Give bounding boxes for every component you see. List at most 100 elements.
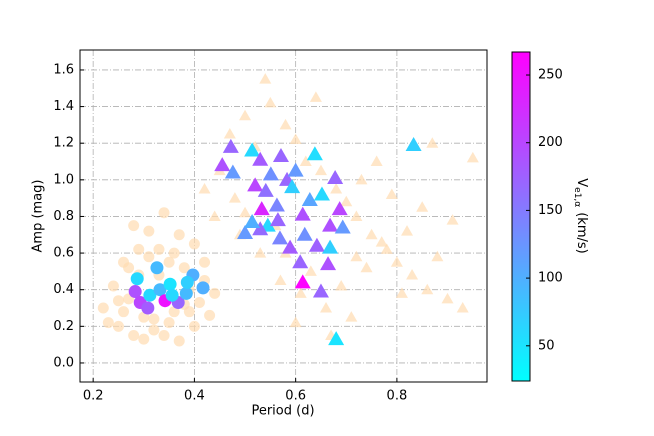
background-circle [123,262,135,274]
background-circle [148,313,160,325]
circle-point [128,285,142,299]
triangle-point [244,142,261,157]
background-triangle [320,302,333,313]
triangle-point [272,148,289,163]
background-circle [138,333,150,345]
triangle-point [262,166,279,181]
background-circle [133,243,145,255]
triangle-point [287,162,304,177]
background-triangle [228,192,241,203]
background-triangle [401,225,414,236]
background-triangle [289,316,302,328]
colorbar [511,51,531,382]
background-circle [188,320,200,332]
background-circle [143,225,155,237]
circle-point [179,286,193,300]
x-tick-label: 0.6 [285,389,306,404]
circle-point [163,277,177,291]
triangle-point [296,226,313,241]
y-tick-label: 1.6 [53,62,74,77]
background-triangle [314,164,327,176]
colorbar-label-unit: (km/s) [575,212,590,254]
triangle-point [334,219,351,234]
background-triangle [350,250,363,262]
background-circle [148,324,160,336]
y-tick-label: 0.2 [53,319,74,334]
triangle-point [327,170,344,185]
background-triangle [274,274,287,286]
background-circle [143,251,155,263]
colorbar-tick-label: 100 [538,271,563,286]
marks [97,73,479,347]
background-circle [188,238,200,250]
triangle-point [252,151,269,166]
triangle-point [320,256,337,271]
background-triangle [456,302,469,313]
background-triangle [380,243,393,254]
background-triangle [466,151,479,163]
background-triangle [426,137,439,148]
background-triangle [421,283,434,295]
background-circle [107,280,119,292]
background-triangle [208,210,221,221]
circle-point [153,283,167,297]
x-tick-label: 0.2 [83,389,104,404]
background-circle [178,262,190,274]
background-circle [163,256,175,268]
background-circle [128,329,140,341]
background-circle [128,220,140,232]
background-triangle [335,280,348,291]
triangle-point [328,331,345,346]
y-tick-label: 1.0 [53,172,74,187]
triangle-point [224,164,241,179]
background-triangle [370,155,383,167]
triangle-point [214,157,231,172]
background-circle [102,317,114,329]
circle-point [196,281,210,295]
background-circle [138,311,150,323]
triangle-point [252,221,269,236]
colorbar-label-sub: e1,α [573,187,583,207]
triangle-point [306,146,323,161]
background-triangle [309,91,322,102]
background-circle [209,287,221,299]
triangle-point [237,224,254,239]
triangle-point [269,212,286,227]
triangle-point [247,177,264,192]
background-circle [173,229,185,241]
x-axis-label: Period (d) [251,404,314,419]
y-tick-label: 0.8 [53,209,74,224]
background-triangle [239,206,252,218]
background-circle [168,247,180,259]
background-triangle [446,214,459,225]
circle-point [180,275,194,289]
triangle-point [271,230,288,245]
background-triangle [289,133,302,145]
background-circle [112,295,124,307]
background-circle [204,309,216,321]
background-triangle [360,261,373,273]
triangle-point [405,137,422,152]
background-triangle [299,155,312,167]
y-tick-label: 1.4 [53,99,74,114]
plot-frame [79,49,488,383]
triangle-point [282,239,299,254]
circle-point [165,288,179,302]
background-triangle [416,201,429,212]
background-triangle [350,210,363,221]
triangle-point [313,186,330,201]
triangle-point [244,213,261,228]
background-triangle [259,73,272,84]
colorbar-tick-label: 50 [538,338,555,353]
triangle-point [294,206,311,221]
background-triangle [355,173,368,185]
background-triangle [395,287,408,298]
background-circle [163,317,175,329]
y-tick-label: 0.4 [53,282,74,297]
background-circle [193,297,205,309]
background-circle [168,306,180,318]
background-triangle [390,256,403,267]
background-triangle [239,109,252,121]
triangle-point [253,201,270,216]
